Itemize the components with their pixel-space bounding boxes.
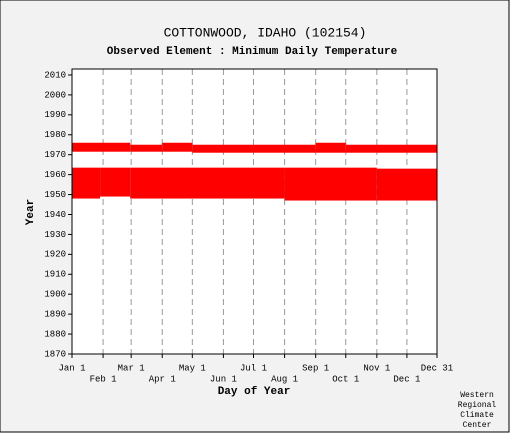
data-block — [162, 142, 193, 152]
x-tick-label: Jul 1 — [240, 363, 267, 373]
y-tick-label: 2010 — [44, 70, 66, 80]
y-tick-label: 1920 — [44, 250, 66, 260]
data-block — [72, 167, 101, 199]
y-tick-label: 1940 — [44, 210, 66, 220]
chart-title: COTTONWOOD, IDAHO (102154) — [164, 25, 367, 40]
data-block — [130, 167, 285, 199]
plot-area — [72, 69, 437, 354]
x-tick-label: Aug 1 — [271, 374, 298, 384]
x-tick-label: Oct 1 — [332, 374, 359, 384]
x-tick-label: Nov 1 — [363, 363, 390, 373]
y-tick-label: 1880 — [44, 329, 66, 339]
y-tick-label: 1870 — [44, 349, 66, 359]
x-tick-label: Dec 1 — [393, 374, 420, 384]
y-tick-label: 2000 — [44, 90, 66, 100]
y-tick-label: 1930 — [44, 230, 66, 240]
y-tick-label: 1910 — [44, 270, 66, 280]
y-tick-label: 1960 — [44, 170, 66, 180]
y-tick-label: 1950 — [44, 190, 66, 200]
x-tick-label: Jan 1 — [58, 363, 85, 373]
y-tick-label: 1980 — [44, 130, 66, 140]
data-block — [315, 142, 346, 153]
data-block — [376, 168, 437, 201]
x-tick-label: Dec 31 — [421, 363, 453, 373]
x-tick-label: Sep 1 — [302, 363, 329, 373]
y-tick-label: 1890 — [44, 310, 66, 320]
credit-line: Center — [463, 421, 492, 430]
data-block — [284, 167, 377, 201]
y-tick-label: 1990 — [44, 110, 66, 120]
credit-line: Western — [460, 391, 494, 400]
plot-border — [71, 68, 438, 355]
x-tick-label: Jun 1 — [210, 374, 237, 384]
x-axis-label: Day of Year — [218, 386, 291, 398]
x-tick-label: Mar 1 — [118, 363, 145, 373]
data-block — [100, 167, 131, 197]
y-tick-label: 1970 — [44, 150, 66, 160]
y-axis-label: Year — [25, 199, 37, 225]
data-block — [192, 144, 316, 153]
data-block — [130, 144, 163, 152]
chart-subtitle: Observed Element : Minimum Daily Tempera… — [107, 46, 398, 58]
data-block — [72, 142, 131, 152]
x-tick-label: May 1 — [179, 363, 206, 373]
y-tick-label: 1900 — [44, 290, 66, 300]
credit-line: Climate — [460, 411, 494, 420]
x-tick-label: Feb 1 — [90, 374, 117, 384]
data-block — [345, 144, 437, 153]
x-tick-label: Apr 1 — [149, 374, 176, 384]
credit-line: Regional — [458, 401, 497, 410]
